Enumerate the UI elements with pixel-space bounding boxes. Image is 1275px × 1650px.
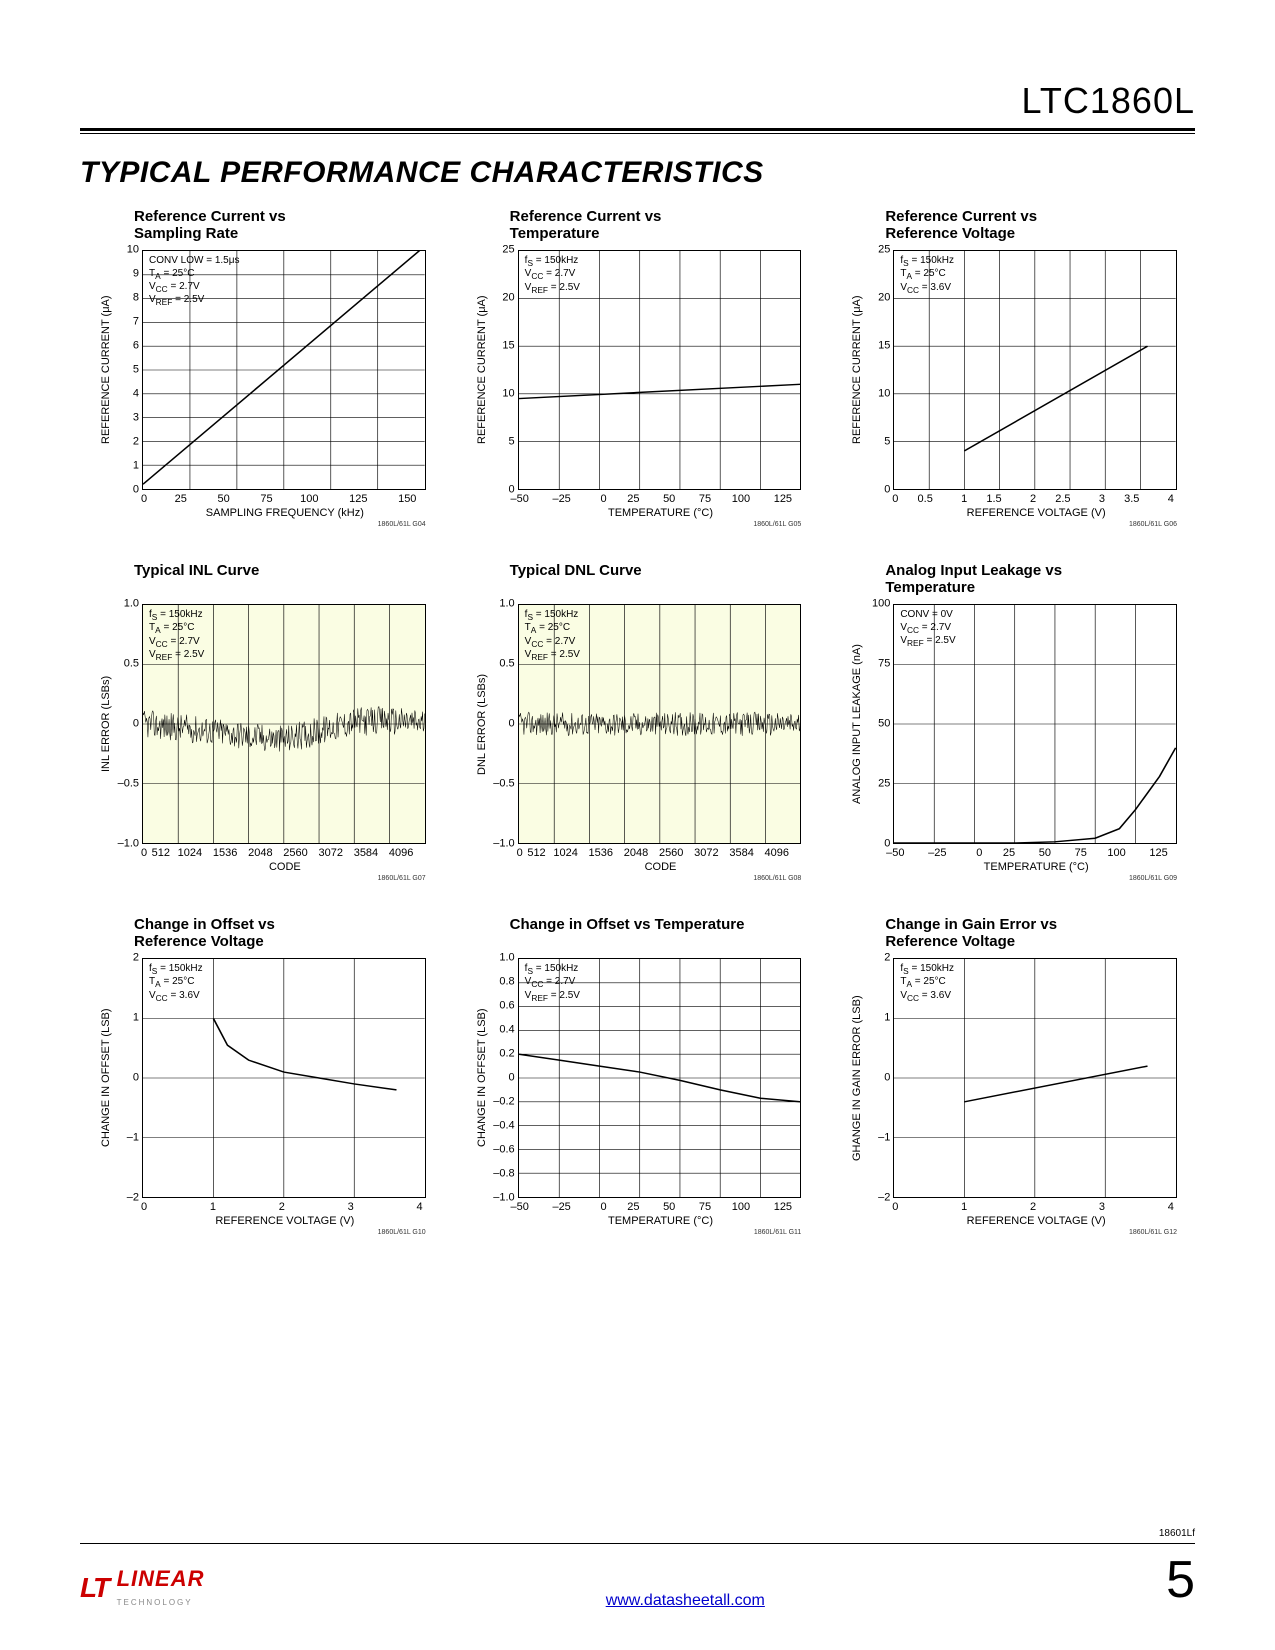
y-ticks: 1.00.50–0.5–1.0 xyxy=(490,604,518,844)
figure-number: 1860L/61L G09 xyxy=(849,875,1177,882)
y-axis-label: CHANGE IN OFFSET (LSB) xyxy=(474,958,490,1198)
chart-title: Change in Gain Error vsReference Voltage xyxy=(849,916,1177,952)
chart-c7: Change in Offset vsReference Voltage CHAN… xyxy=(98,916,426,1236)
chart-c1: Reference Current vsSampling Rate REFEREN… xyxy=(98,208,426,528)
plot-area: fS = 150kHzTA = 25°CVCC = 3.6V xyxy=(893,250,1177,490)
figure-number: 1860L/61L G07 xyxy=(98,875,426,882)
y-axis-label: INL ERROR (LSBs) xyxy=(98,604,114,844)
plot-area: fS = 150kHzTA = 25°CVCC = 2.7VVREF = 2.5… xyxy=(142,604,426,844)
y-ticks: 1.00.50–0.5–1.0 xyxy=(114,604,142,844)
chart-c8: Change in Offset vs Temperature CHANGE IN… xyxy=(474,916,802,1236)
footer: 18601Lf LT LINEAR TECHNOLOGY www.datashe… xyxy=(80,1528,1195,1610)
chart-annotation: fS = 150kHzTA = 25°CVCC = 3.6V xyxy=(900,963,954,1003)
x-axis-label: TEMPERATURE (°C) xyxy=(520,1215,802,1227)
y-ticks: 2520151050 xyxy=(490,250,518,490)
chart-annotation: fS = 150kHzVCC = 2.7VVREF = 2.5V xyxy=(525,255,580,295)
x-axis-label: REFERENCE VOLTAGE (V) xyxy=(895,1215,1177,1227)
chart-annotation: fS = 150kHzTA = 25°CVCC = 2.7VVREF = 2.5… xyxy=(525,609,580,663)
y-ticks: 210–1–2 xyxy=(114,958,142,1198)
figure-number: 1860L/61L G04 xyxy=(98,521,426,528)
x-ticks: 01234 xyxy=(895,1198,1177,1213)
x-axis-label: REFERENCE VOLTAGE (V) xyxy=(144,1215,426,1227)
y-ticks: 109876543210 xyxy=(114,250,142,490)
x-ticks: –50–250255075100125 xyxy=(520,1198,802,1213)
y-axis-label: ANALOG INPUT LEAKAGE (nA) xyxy=(849,604,865,844)
logo-main: LINEAR xyxy=(117,1566,205,1591)
chart-title: Reference Current vsTemperature xyxy=(474,208,802,244)
y-axis-label: DNL ERROR (LSBs) xyxy=(474,604,490,844)
y-axis-label: GHANGE IN GAIN ERROR (LSB) xyxy=(849,958,865,1198)
y-ticks: 2520151050 xyxy=(865,250,893,490)
footer-code: 18601Lf xyxy=(80,1528,1195,1539)
x-axis-label: TEMPERATURE (°C) xyxy=(520,507,802,519)
y-ticks: 1.00.80.60.40.20–0.2–0.4–0.6–0.8–1.0 xyxy=(490,958,518,1198)
plot-area: fS = 150kHzVCC = 2.7VVREF = 2.5V xyxy=(518,958,802,1198)
x-axis-label: CODE xyxy=(520,861,802,873)
x-axis-label: REFERENCE VOLTAGE (V) xyxy=(895,507,1177,519)
figure-number: 1860L/61L G11 xyxy=(474,1229,802,1236)
figure-number: 1860L/61L G10 xyxy=(98,1229,426,1236)
section-title: TYPICAL PERFORMANCE CHARACTERISTICS xyxy=(80,156,1195,190)
x-ticks: 00.511.522.533.54 xyxy=(895,490,1177,505)
chart-c3: Reference Current vsReference Voltage REF… xyxy=(849,208,1177,528)
rule-thin xyxy=(80,133,1195,134)
chart-title: Change in Offset vs Temperature xyxy=(474,916,802,952)
chart-annotation: fS = 150kHzTA = 25°CVCC = 3.6V xyxy=(900,255,954,295)
chart-annotation: fS = 150kHzTA = 25°CVCC = 2.7VVREF = 2.5… xyxy=(149,609,204,663)
plot-area: CONV = 0VVCC = 2.7VVREF = 2.5V xyxy=(893,604,1177,844)
chart-title: Reference Current vsReference Voltage xyxy=(849,208,1177,244)
x-ticks: 01234 xyxy=(144,1198,426,1213)
chart-annotation: fS = 150kHzVCC = 2.7VVREF = 2.5V xyxy=(525,963,580,1003)
chart-title: Typical DNL Curve xyxy=(474,562,802,598)
chart-title: Reference Current vsSampling Rate xyxy=(98,208,426,244)
x-ticks: 05121024153620482560307235844096 xyxy=(520,844,802,859)
plot-area: CONV LOW = 1.5μsTA = 25°CVCC = 2.7VVREF … xyxy=(142,250,426,490)
chart-c4: Typical INL Curve INL ERROR (LSBs)1.00.50… xyxy=(98,562,426,882)
figure-number: 1860L/61L G08 xyxy=(474,875,802,882)
x-ticks: –50–250255075100125 xyxy=(520,490,802,505)
chart-title: Change in Offset vsReference Voltage xyxy=(98,916,426,952)
plot-area: fS = 150kHzTA = 25°CVCC = 2.7VVREF = 2.5… xyxy=(518,604,802,844)
figure-number: 1860L/61L G06 xyxy=(849,521,1177,528)
x-ticks: 05121024153620482560307235844096 xyxy=(144,844,426,859)
figure-number: 1860L/61L G12 xyxy=(849,1229,1177,1236)
x-ticks: –50–250255075100125 xyxy=(895,844,1177,859)
y-ticks: 1007550250 xyxy=(865,604,893,844)
chart-title: Analog Input Leakage vsTemperature xyxy=(849,562,1177,598)
x-axis-label: TEMPERATURE (°C) xyxy=(895,861,1177,873)
plot-area: fS = 150kHzVCC = 2.7VVREF = 2.5V xyxy=(518,250,802,490)
chart-c2: Reference Current vsTemperature REFERENCE… xyxy=(474,208,802,528)
logo: LT LINEAR TECHNOLOGY xyxy=(80,1566,204,1610)
chart-title: Typical INL Curve xyxy=(98,562,426,598)
x-ticks: 0255075100125150 xyxy=(144,490,426,505)
logo-mark: LT xyxy=(80,1572,108,1604)
chart-grid: Reference Current vsSampling Rate REFEREN… xyxy=(80,208,1195,1236)
chart-annotation: CONV = 0VVCC = 2.7VVREF = 2.5V xyxy=(900,609,955,648)
y-axis-label: REFERENCE CURRENT (μA) xyxy=(849,250,865,490)
footer-link[interactable]: www.datasheetall.com xyxy=(606,1592,765,1610)
logo-sub: TECHNOLOGY xyxy=(117,1598,193,1607)
y-axis-label: REFERENCE CURRENT (μA) xyxy=(474,250,490,490)
chart-c5: Typical DNL Curve DNL ERROR (LSBs)1.00.50… xyxy=(474,562,802,882)
part-number: LTC1860L xyxy=(80,80,1195,122)
page-number: 5 xyxy=(1166,1550,1195,1610)
plot-area: fS = 150kHzTA = 25°CVCC = 3.6V xyxy=(893,958,1177,1198)
y-axis-label: REFERENCE CURRENT (μA) xyxy=(98,250,114,490)
x-axis-label: CODE xyxy=(144,861,426,873)
rule-thick xyxy=(80,128,1195,131)
y-ticks: 210–1–2 xyxy=(865,958,893,1198)
chart-annotation: CONV LOW = 1.5μsTA = 25°CVCC = 2.7VVREF … xyxy=(149,255,240,308)
plot-area: fS = 150kHzTA = 25°CVCC = 3.6V xyxy=(142,958,426,1198)
x-axis-label: SAMPLING FREQUENCY (kHz) xyxy=(144,507,426,519)
figure-number: 1860L/61L G05 xyxy=(474,521,802,528)
chart-c6: Analog Input Leakage vsTemperature ANALOG… xyxy=(849,562,1177,882)
chart-annotation: fS = 150kHzTA = 25°CVCC = 3.6V xyxy=(149,963,203,1003)
chart-c9: Change in Gain Error vsReference Voltage… xyxy=(849,916,1177,1236)
y-axis-label: CHANGE IN OFFSET (LSB) xyxy=(98,958,114,1198)
